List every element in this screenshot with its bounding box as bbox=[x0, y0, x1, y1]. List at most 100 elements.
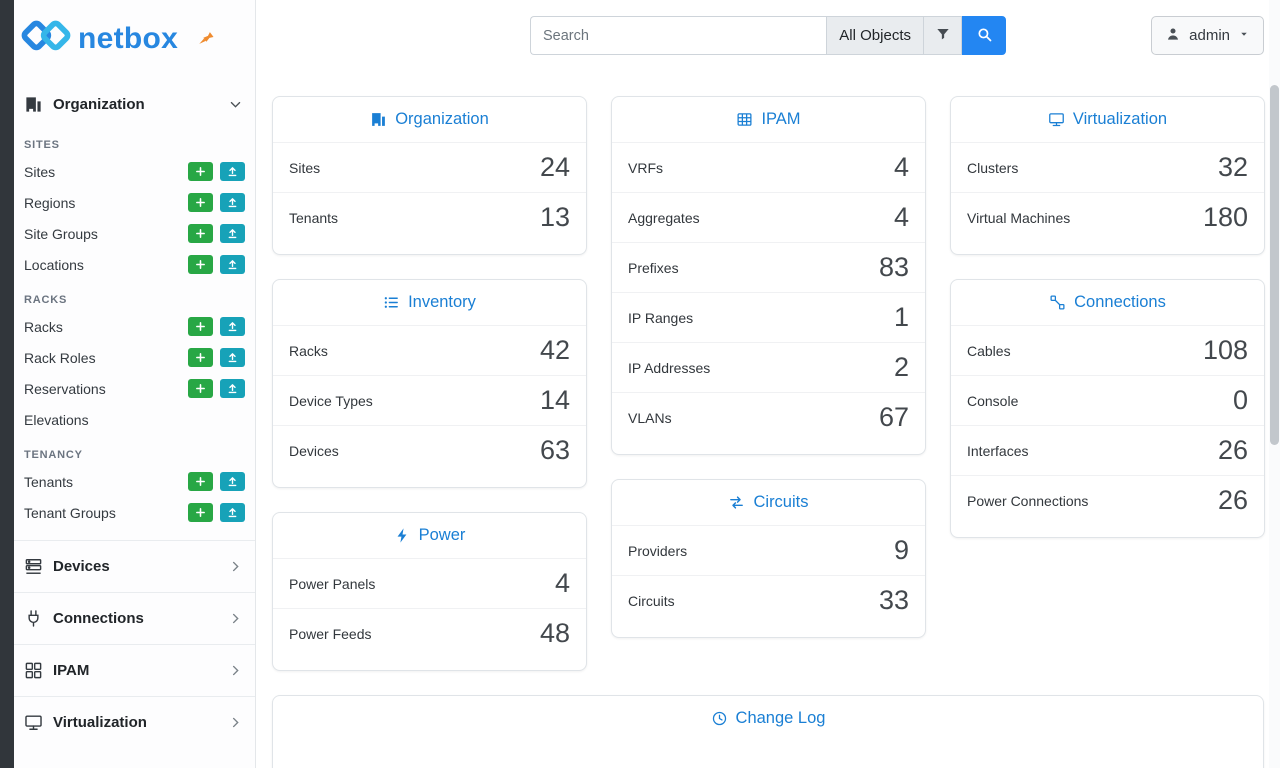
column-1: Organization Sites 24 Tenants 13 Inventory … bbox=[272, 96, 587, 671]
import-button[interactable] bbox=[220, 472, 245, 491]
stat-value[interactable]: 32 bbox=[1217, 152, 1248, 182]
add-button[interactable] bbox=[188, 472, 213, 491]
sidebar-menu-devices[interactable]: Devices bbox=[14, 540, 255, 592]
stat-label[interactable]: Circuits bbox=[628, 592, 675, 609]
scrollbar[interactable] bbox=[1270, 85, 1279, 445]
card-header[interactable]: Connections bbox=[951, 280, 1264, 325]
brand[interactable]: netbox bbox=[14, 0, 255, 72]
stat-label[interactable]: Racks bbox=[289, 342, 328, 359]
add-button[interactable] bbox=[188, 503, 213, 522]
stat-label[interactable]: Sites bbox=[289, 159, 321, 176]
import-button[interactable] bbox=[220, 503, 245, 522]
stat-value[interactable]: 67 bbox=[878, 402, 909, 432]
add-button[interactable] bbox=[188, 379, 213, 398]
sidebar-item: Elevations bbox=[14, 404, 255, 435]
card-header[interactable]: IPAM bbox=[612, 97, 925, 142]
stat-value[interactable]: 9 bbox=[893, 535, 909, 565]
add-button[interactable] bbox=[188, 162, 213, 181]
add-button[interactable] bbox=[188, 255, 213, 274]
stat-value[interactable]: 48 bbox=[539, 618, 570, 648]
sidebar-menu-virtualization[interactable]: Virtualization bbox=[14, 696, 255, 748]
stat-label[interactable]: Tenants bbox=[289, 209, 339, 226]
add-button[interactable] bbox=[188, 317, 213, 336]
import-button[interactable] bbox=[220, 348, 245, 367]
stat-value[interactable]: 26 bbox=[1217, 435, 1248, 465]
stat-value[interactable]: 42 bbox=[539, 335, 570, 365]
stat-label[interactable]: IP Ranges bbox=[628, 309, 694, 326]
stat-value[interactable]: 26 bbox=[1217, 485, 1248, 515]
stat-value[interactable]: 83 bbox=[878, 252, 909, 282]
stat-value[interactable]: 4 bbox=[893, 152, 909, 182]
sidebar-item: Tenant Groups bbox=[14, 497, 255, 528]
stat-label[interactable]: Devices bbox=[289, 442, 339, 459]
grid-icon bbox=[24, 661, 43, 680]
stat-label[interactable]: Device Types bbox=[289, 392, 373, 409]
sidebar-item-link[interactable]: Tenant Groups bbox=[24, 504, 116, 521]
sidebar-item-link[interactable]: Reservations bbox=[24, 380, 106, 397]
stat-value[interactable]: 1 bbox=[893, 302, 909, 332]
stat-label[interactable]: IP Addresses bbox=[628, 359, 711, 376]
stat-value[interactable]: 2 bbox=[893, 352, 909, 382]
stat-label[interactable]: VLANs bbox=[628, 409, 672, 426]
stat-value[interactable]: 4 bbox=[893, 202, 909, 232]
stat-value[interactable]: 4 bbox=[554, 568, 570, 598]
sidebar-item-link[interactable]: Sites bbox=[24, 163, 56, 180]
stat-value[interactable]: 24 bbox=[539, 152, 570, 182]
import-button[interactable] bbox=[220, 193, 245, 212]
add-button[interactable] bbox=[188, 224, 213, 243]
pin-icon[interactable] bbox=[197, 29, 216, 48]
filter-button[interactable] bbox=[923, 16, 962, 55]
monitor-icon bbox=[24, 713, 43, 732]
stat-label[interactable]: Power Connections bbox=[967, 492, 1089, 509]
stat-value[interactable]: 0 bbox=[1232, 385, 1248, 415]
sidebar-menu-ipam[interactable]: IPAM bbox=[14, 644, 255, 696]
object-type-select[interactable]: All Objects bbox=[826, 16, 923, 55]
stat-value[interactable]: 14 bbox=[539, 385, 570, 415]
stat-label[interactable]: Providers bbox=[628, 542, 688, 559]
import-button[interactable] bbox=[220, 224, 245, 243]
card-header[interactable]: Circuits bbox=[612, 480, 925, 525]
sidebar-item-link[interactable]: Site Groups bbox=[24, 225, 98, 242]
card-header[interactable]: Organization bbox=[273, 97, 586, 142]
stat-value[interactable]: 108 bbox=[1202, 335, 1248, 365]
stat-label[interactable]: Power Panels bbox=[289, 575, 376, 592]
card-title: Circuits bbox=[753, 493, 809, 511]
stat-value[interactable]: 180 bbox=[1202, 202, 1248, 232]
search-input[interactable] bbox=[530, 16, 827, 55]
sidebar-item-link[interactable]: Regions bbox=[24, 194, 76, 211]
sidebar-item-link[interactable]: Rack Roles bbox=[24, 349, 96, 366]
card-header[interactable]: Power bbox=[273, 513, 586, 558]
import-button[interactable] bbox=[220, 162, 245, 181]
card-header[interactable]: Change Log bbox=[273, 696, 1263, 741]
import-button[interactable] bbox=[220, 317, 245, 336]
sidebar-menu-organization[interactable]: Organization bbox=[14, 84, 255, 125]
stat-label[interactable]: Cables bbox=[967, 342, 1011, 359]
stat-value[interactable]: 33 bbox=[878, 585, 909, 615]
sidebar-item-link[interactable]: Racks bbox=[24, 318, 63, 335]
stat-label[interactable]: VRFs bbox=[628, 159, 663, 176]
user-menu-button[interactable]: admin bbox=[1151, 16, 1264, 55]
stat-label[interactable]: Virtual Machines bbox=[967, 209, 1071, 226]
stat-label[interactable]: Clusters bbox=[967, 159, 1019, 176]
sidebar-item-link[interactable]: Tenants bbox=[24, 473, 74, 490]
stat-value[interactable]: 13 bbox=[539, 202, 570, 232]
stat-label[interactable]: Interfaces bbox=[967, 442, 1029, 459]
stat-label[interactable]: Aggregates bbox=[628, 209, 700, 226]
card-header[interactable]: Inventory bbox=[273, 280, 586, 325]
stat-label[interactable]: Power Feeds bbox=[289, 625, 372, 642]
search-button[interactable] bbox=[962, 16, 1006, 55]
stat-value[interactable]: 63 bbox=[539, 435, 570, 465]
add-button[interactable] bbox=[188, 348, 213, 367]
import-button[interactable] bbox=[220, 255, 245, 274]
stat-row: Circuits 33 bbox=[612, 575, 925, 625]
sidebar: netbox Organization SITES Sites Regions Si bbox=[14, 0, 256, 768]
stat-label[interactable]: Console bbox=[967, 392, 1019, 409]
nav-group-items: Sites Regions Site Groups Locations bbox=[14, 156, 255, 280]
sidebar-menu-connections[interactable]: Connections bbox=[14, 592, 255, 644]
import-button[interactable] bbox=[220, 379, 245, 398]
sidebar-item-link[interactable]: Elevations bbox=[24, 411, 89, 428]
stat-label[interactable]: Prefixes bbox=[628, 259, 679, 276]
sidebar-item-link[interactable]: Locations bbox=[24, 256, 84, 273]
card-header[interactable]: Virtualization bbox=[951, 97, 1264, 142]
add-button[interactable] bbox=[188, 193, 213, 212]
